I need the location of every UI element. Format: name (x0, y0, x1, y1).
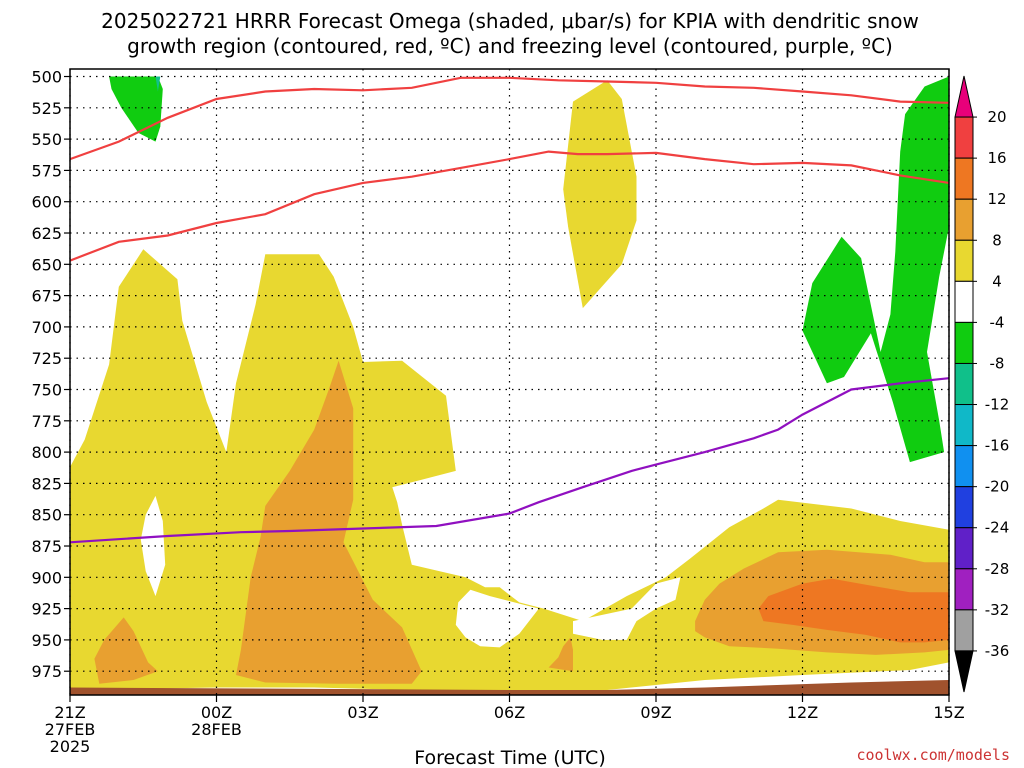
y-tick-label: 550 (31, 130, 62, 149)
x-tick-label: 09Z (640, 703, 671, 722)
y-tick-label: 600 (31, 193, 62, 212)
freezing-level-line (69, 377, 950, 544)
colorbar-swatch (954, 239, 974, 282)
omega-region-6 (455, 589, 539, 648)
x-axis-title: Forecast Time (UTC) (414, 747, 605, 768)
x-tick-label: 00Z (201, 703, 232, 722)
colorbar-label: 16 (987, 149, 1006, 167)
dgz-lower-line (69, 150, 950, 262)
y-tick-label: 500 (31, 68, 62, 87)
colorbar-swatch (954, 157, 974, 200)
y-tick-label: 875 (31, 537, 62, 556)
y-tick-label: 825 (31, 474, 62, 493)
y-tick-label: 650 (31, 255, 62, 274)
omega-region-8 (236, 360, 422, 684)
colorbar-swatch (954, 609, 974, 652)
x-tick-label: 28FEB (191, 720, 242, 739)
omega-region-13 (70, 680, 949, 695)
y-tick-label: 775 (31, 412, 62, 431)
colorbar-swatch (954, 404, 974, 447)
contour-lines (69, 76, 950, 544)
colorbar-swatch (954, 116, 974, 159)
colorbar-label: -20 (985, 478, 1010, 496)
x-tick-label: 03Z (347, 703, 378, 722)
x-tick-label: 12Z (787, 703, 818, 722)
x-tick-label: 21Z (54, 703, 85, 722)
y-tick-label: 625 (31, 224, 62, 243)
omega-region-7 (573, 577, 681, 640)
y-tick-label: 925 (31, 600, 62, 619)
omega-region-2 (802, 76, 949, 463)
y-tick-label: 850 (31, 506, 62, 525)
y-tick-label: 725 (31, 349, 62, 368)
omega-shading (70, 76, 949, 695)
omega-region-1 (155, 76, 161, 92)
colorbar-swatch (954, 445, 974, 488)
omega-region-10 (548, 637, 573, 672)
colorbar-label: -28 (985, 560, 1010, 578)
colorbar-label: 20 (987, 108, 1006, 126)
y-tick-label: 575 (31, 161, 62, 180)
colorbar-arrow-top (954, 75, 974, 118)
omega-region-0 (109, 76, 163, 142)
colorbar-swatch (954, 280, 974, 323)
colorbar-label: 4 (992, 272, 1002, 290)
y-tick-label: 975 (31, 662, 62, 681)
credit-text: coolwx.com/models (856, 746, 1010, 764)
colorbar-swatch (954, 321, 974, 364)
x-tick-label: 2025 (50, 737, 91, 756)
y-tick-label: 700 (31, 318, 62, 337)
chart-title-line2: growth region (contoured, red, ºC) and f… (127, 34, 893, 58)
colorbar-swatch (954, 198, 974, 241)
y-tick-label: 800 (31, 443, 62, 462)
y-tick-label: 525 (31, 99, 62, 118)
colorbar-label: -12 (985, 396, 1010, 414)
colorbar-label: -32 (985, 601, 1010, 619)
colorbar-arrow-bottom (954, 650, 974, 693)
colorbar-swatch (954, 568, 974, 611)
colorbar-swatch (954, 362, 974, 406)
y-tick-label: 750 (31, 381, 62, 400)
colorbar-label: -24 (985, 519, 1010, 537)
colorbar: 20 16 12 8 4 -4 -8 -12 -16 -20 -24 -28 -32 -36 (954, 75, 1010, 693)
x-tick-label: 06Z (494, 703, 525, 722)
dgz-upper-line (69, 76, 950, 161)
colorbar-label: 8 (992, 231, 1002, 249)
x-tick-label: 27FEB (45, 720, 96, 739)
colorbar-label: -4 (990, 313, 1005, 331)
chart-title-line1: 2025022721 HRRR Forecast Omega (shaded, … (101, 9, 919, 33)
x-tick-label: 15Z (933, 703, 964, 722)
y-tick-label: 950 (31, 631, 62, 650)
colorbar-label: -8 (990, 354, 1005, 372)
colorbar-swatch (954, 486, 974, 529)
colorbar-label: 12 (987, 190, 1006, 208)
colorbar-label: -16 (985, 437, 1010, 455)
y-tick-label: 900 (31, 568, 62, 587)
y-axis: 500 525 550 575 600 625 650 675 700 725 750 775 800 8… (31, 68, 70, 681)
omega-region-9 (94, 617, 158, 684)
omega-region-12 (758, 578, 949, 643)
colorbar-swatch (954, 527, 974, 570)
omega-region-3 (563, 80, 637, 309)
colorbar-label: -36 (985, 642, 1010, 660)
omega-region-5 (140, 495, 166, 597)
y-tick-label: 675 (31, 287, 62, 306)
